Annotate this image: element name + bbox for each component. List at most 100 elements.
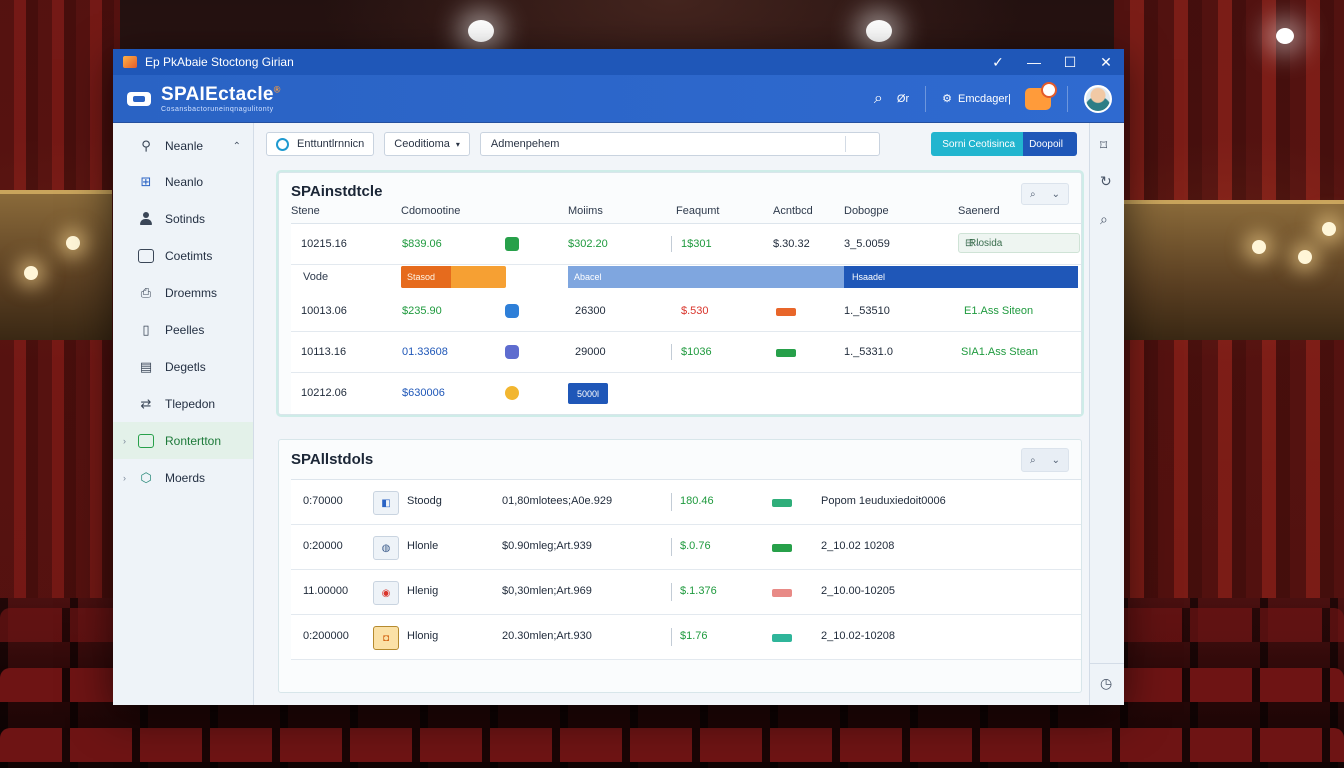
action-button-group: Sorni Ceotisinca Doopoil: [931, 132, 1077, 156]
sidebar-item-tlepedon[interactable]: ⇄ Tlepedon: [113, 385, 253, 422]
column-header[interactable]: Stene: [291, 205, 320, 217]
chevron-right-icon[interactable]: ›: [123, 435, 126, 446]
app-window: Ep PkAbaie Stoctong Girian ✓ — ☐ ✕ SPAIE…: [113, 49, 1124, 705]
pin-window-button[interactable]: ✓: [992, 53, 1004, 70]
search-icon[interactable]: ⌕: [1030, 188, 1036, 200]
clock-icon[interactable]: ◷: [1100, 675, 1113, 691]
status-pill: [772, 544, 792, 552]
search-icon[interactable]: ⌕: [873, 89, 883, 107]
column-header[interactable]: Saenerd: [958, 205, 1000, 217]
status-pill: [772, 634, 792, 642]
coin-icon: [505, 386, 519, 400]
sidebar-item-peelles[interactable]: ▯ Peelles: [113, 311, 253, 348]
status-badge[interactable]: ⊟ Rlosida ◌ ⌄: [958, 233, 1080, 253]
sidebar-item-coetimts[interactable]: Coetimts: [113, 237, 253, 274]
bookmark-icon[interactable]: ⌑: [1100, 137, 1108, 153]
column-header[interactable]: Feaqumt: [676, 205, 720, 217]
column-header[interactable]: Dobogpe: [844, 205, 889, 217]
table-row[interactable]: 10113.16 01.33608 29000 $1036 1._5331.0 …: [291, 332, 1081, 373]
ceiling-spotlight: [468, 20, 494, 42]
sidebar-item-moerds[interactable]: › ⬡ Moerds: [113, 459, 253, 496]
network-icon: [505, 304, 519, 318]
panel-tools[interactable]: ⌕ ⌄: [1021, 183, 1069, 205]
table-row[interactable]: 10212.06 $630006 5000l: [291, 373, 1081, 414]
table-row[interactable]: 0:20000 ◍ Hlonle $0.90mleg;Art.939 $.0.7…: [291, 525, 1081, 570]
primary-toolbar-button[interactable]: Enttuntlrnnicn: [266, 132, 375, 156]
record-icon: ◉: [373, 581, 399, 605]
sidebar-item-label: Peelles: [165, 322, 205, 337]
chevron-right-icon[interactable]: ›: [123, 472, 126, 483]
close-button[interactable]: ✕: [1100, 53, 1112, 70]
row-note: 2_10.02-10208: [821, 630, 896, 642]
user-menu-label: Emcdager|: [958, 92, 1011, 105]
status-pill: [776, 349, 796, 357]
notifications-chat-icon[interactable]: [1025, 81, 1057, 110]
table-row[interactable]: 10215.16 $839.06 $302.20 1$301 $.30.32 3…: [291, 224, 1081, 265]
main-content: Enttuntlrnnicn Ceoditioma ▾ Admenpehem S…: [254, 123, 1089, 705]
sidebar-item-droemms[interactable]: ⎙ Droemms: [113, 274, 253, 311]
user-menu[interactable]: ⚙ Emcdager|: [942, 92, 1011, 106]
maximize-button[interactable]: ☐: [1063, 53, 1077, 70]
column-header[interactable]: Acntbcd: [773, 205, 813, 217]
sidebar-item-neanlo[interactable]: ⊞ Neanlo: [113, 163, 253, 200]
brand-logo[interactable]: SPAIEctacle® Cosansbactoruneinqnaguliton…: [125, 85, 281, 113]
right-rail: ⌑ ↻ ⌕ ◷: [1089, 123, 1124, 705]
row-name: Hlonle: [407, 540, 439, 552]
row-amount: $235.90: [402, 305, 442, 317]
minimize-button[interactable]: —: [1027, 53, 1041, 70]
panel-tools[interactable]: ⌕ ⌄: [1021, 448, 1069, 472]
sidebar-item-label: Sotinds: [165, 211, 206, 226]
row-description: 01,80mlotees;A0e.929: [502, 495, 613, 507]
right-balcony: [1124, 200, 1344, 340]
primary-action-button[interactable]: Sorni Ceotisinca: [931, 132, 1024, 156]
sidebar-item-label: Coetimts: [165, 248, 213, 263]
table-row[interactable]: 11.00000 ◉ Hlenig $0,30mlen;Art.969 $.1.…: [291, 570, 1081, 615]
search-input[interactable]: Admenpehem: [479, 132, 880, 156]
row-amount: $630006: [402, 387, 445, 399]
status-pill: [776, 308, 796, 316]
folder-icon: [137, 248, 155, 264]
row-mid: $302.20: [568, 238, 608, 250]
table-header: Stene Cdomootine Moiims Feaqumt Acntbcd …: [279, 205, 1081, 221]
conditions-dropdown[interactable]: Ceoditioma ▾: [384, 132, 470, 156]
shield-icon: ⬡: [140, 469, 152, 485]
sidebar-item-label: Moerds: [165, 470, 206, 485]
app-icon: [123, 56, 137, 68]
quick-action[interactable]: Ør: [896, 92, 910, 105]
sidebar-item-neanle[interactable]: ⚲ Neanle ⌃: [113, 129, 253, 163]
fingerprint-icon: ◍: [373, 536, 399, 560]
title-bar: Ep PkAbaie Stoctong Girian ✓ — ☐ ✕: [113, 49, 1124, 75]
search-icon[interactable]: ⌕: [1100, 211, 1108, 227]
brand-badge: ®: [273, 84, 281, 95]
calendar-icon: ▤: [139, 358, 153, 374]
sidebar-item-rontertton[interactable]: › Rontertton: [113, 422, 253, 459]
avatar[interactable]: [1084, 84, 1112, 113]
data-table: 0:70000 ◧ Stoodg 01,80mlotees;A0e.929 18…: [291, 479, 1081, 660]
table-row[interactable]: 0:200000 ◘ Hlonig 20.30mlen;Art.930 $1.7…: [291, 615, 1081, 660]
row-id: 10013.06: [301, 305, 347, 317]
band-label: Vode: [303, 271, 329, 283]
chevron-down-icon[interactable]: ⌄: [1051, 188, 1060, 200]
ceiling-spotlight: [1276, 28, 1294, 44]
row-id: 10215.16: [301, 238, 347, 250]
sidebar-item-sotinds[interactable]: Sotinds: [113, 200, 253, 237]
row-action-button[interactable]: 5000l: [568, 383, 608, 404]
orange-range-label: Stasod: [401, 266, 451, 288]
search-icon[interactable]: ⌕: [1030, 454, 1036, 466]
history-icon[interactable]: ↻: [1100, 173, 1112, 189]
secondary-action-button[interactable]: Doopoil: [1023, 132, 1077, 156]
column-header[interactable]: Moiims: [568, 205, 603, 217]
column-header[interactable]: Cdomootine: [401, 205, 461, 217]
table-row[interactable]: 0:70000 ◧ Stoodg 01,80mlotees;A0e.929 18…: [291, 480, 1081, 525]
chevron-up-icon[interactable]: ⌃: [232, 140, 241, 152]
wall-lamp: [1322, 222, 1336, 236]
row-description: 20.30mlen;Art.930: [502, 630, 592, 642]
document-icon: [505, 237, 519, 251]
dark-blue-range-bar: Hsaadel: [844, 266, 1078, 288]
chevron-down-icon[interactable]: ⌄: [1051, 454, 1060, 466]
network-icon: ⊞: [140, 173, 152, 189]
row-frequency: $1036: [681, 346, 712, 358]
row-description: $0,30mlen;Art.969: [502, 585, 592, 597]
table-row[interactable]: 10013.06 $235.90 26300 $.530 1._53510 E1…: [291, 291, 1081, 332]
sidebar-item-degetls[interactable]: ▤ Degetls: [113, 348, 253, 385]
